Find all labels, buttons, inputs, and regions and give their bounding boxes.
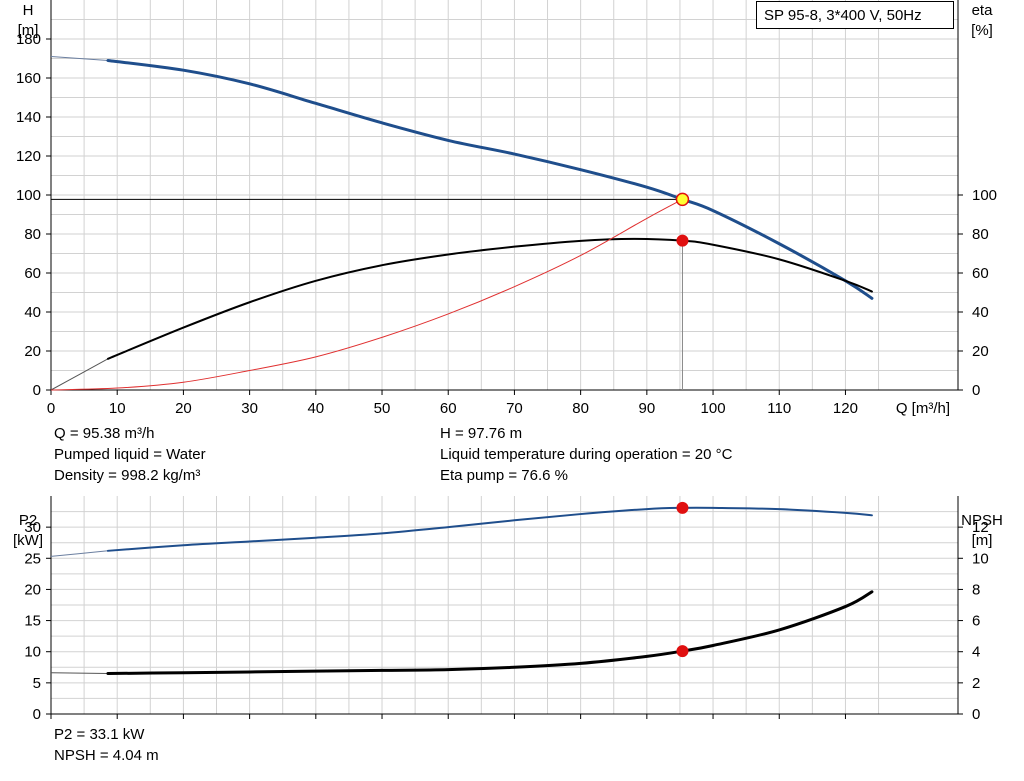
- y-axis-unit: [kW]: [13, 532, 43, 549]
- y2-tick-label: 6: [972, 613, 980, 630]
- y-axis-unit: [m]: [18, 22, 39, 39]
- y2-axis-label: eta: [972, 2, 994, 19]
- x-tick-label: 110: [767, 400, 791, 417]
- info-bottom: P2 = 33.1 kW NPSH = 4.04 m: [54, 724, 159, 766]
- y2-tick-label: 80: [972, 226, 989, 243]
- density-readout: Density = 998.2 kg/m³: [54, 467, 201, 484]
- y2-tick-label: 4: [972, 644, 980, 661]
- npsh-operating-point: [676, 645, 689, 658]
- chart-title: SP 95-8, 3*400 V, 50Hz: [764, 7, 922, 24]
- y-tick-label: 100: [16, 187, 41, 204]
- curve-2-1: [106, 506, 873, 552]
- curve-extrapolation: [50, 56, 108, 61]
- x-tick-label: 90: [638, 400, 655, 417]
- y-tick-label: 15: [24, 613, 41, 630]
- y-axis-label: P2: [19, 512, 37, 529]
- x-tick-label: 0: [47, 400, 55, 417]
- x-tick-label: 40: [307, 400, 324, 417]
- y-tick-label: 120: [16, 148, 41, 165]
- y2-tick-label: 100: [972, 187, 997, 204]
- y-tick-label: 20: [24, 343, 41, 360]
- p2-readout: P2 = 33.1 kW: [54, 726, 145, 743]
- eta-operating-point: [676, 234, 689, 247]
- curve-extrapolation: [50, 672, 108, 675]
- y2-axis-unit: [m]: [972, 532, 993, 549]
- y-tick-label: 140: [16, 109, 41, 126]
- y-tick-label: 80: [24, 226, 41, 243]
- info-top-left: Q = 95.38 m³/h Pumped liquid = Water Den…: [54, 423, 206, 486]
- npsh-readout: NPSH = 4.04 m: [54, 747, 159, 764]
- y-tick-label: 160: [16, 70, 41, 87]
- curve-1-1: [106, 58, 874, 300]
- x-tick-label: 50: [374, 400, 391, 417]
- y-tick-label: 40: [24, 304, 41, 321]
- y2-tick-label: 60: [972, 265, 989, 282]
- y-tick-label: 0: [33, 706, 41, 723]
- y2-tick-label: 8: [972, 581, 980, 598]
- y-tick-label: 0: [33, 382, 41, 399]
- y2-axis-label: NPSH: [961, 512, 1003, 529]
- curve-2-2: [106, 590, 874, 676]
- y-axis-label: H: [23, 2, 34, 19]
- x-tick-label: 120: [833, 400, 858, 417]
- y-tick-label: 10: [24, 644, 41, 661]
- y-tick-label: 180: [16, 31, 41, 48]
- eta-pump-readout: Eta pump = 76.6 %: [440, 467, 568, 484]
- y-tick-label: 20: [24, 581, 41, 598]
- y2-tick-label: 20: [972, 343, 989, 360]
- pumped-liquid-readout: Pumped liquid = Water: [54, 446, 206, 463]
- p2-operating-point: [676, 501, 689, 514]
- y-tick-label: 30: [24, 519, 41, 536]
- x-tick-label: 60: [440, 400, 457, 417]
- x-tick-label: 70: [506, 400, 523, 417]
- curve-extrapolation: [50, 550, 108, 557]
- y-tick-label: 25: [24, 550, 41, 567]
- y2-tick-label: 40: [972, 304, 989, 321]
- y2-tick-label: 10: [972, 550, 989, 567]
- curve-extrapolation: [50, 358, 109, 391]
- flow-readout: Q = 95.38 m³/h: [54, 425, 155, 442]
- y-tick-label: 5: [33, 675, 41, 692]
- y2-tick-label: 0: [972, 382, 980, 399]
- x-tick-label: 30: [241, 400, 258, 417]
- y2-tick-label: 2: [972, 675, 980, 692]
- curve-1-2: [106, 237, 873, 360]
- y2-tick-label: 12: [972, 519, 989, 536]
- x-axis-label: Q [m³/h]: [896, 400, 950, 417]
- y2-tick-label: 0: [972, 706, 980, 723]
- x-tick-label: 20: [175, 400, 192, 417]
- head-readout: H = 97.76 m: [440, 425, 523, 442]
- x-tick-label: 100: [701, 400, 726, 417]
- head-operating-point: [675, 192, 690, 207]
- title-box: [756, 1, 954, 29]
- x-tick-label: 80: [572, 400, 589, 417]
- y2-axis-unit: [%]: [971, 22, 993, 39]
- y-tick-label: 60: [24, 265, 41, 282]
- system-curve: [50, 198, 683, 391]
- x-tick-label: 10: [109, 400, 126, 417]
- liquid-temperature-readout: Liquid temperature during operation = 20…: [440, 446, 733, 463]
- info-top-right: H = 97.76 m Liquid temperature during op…: [440, 423, 732, 486]
